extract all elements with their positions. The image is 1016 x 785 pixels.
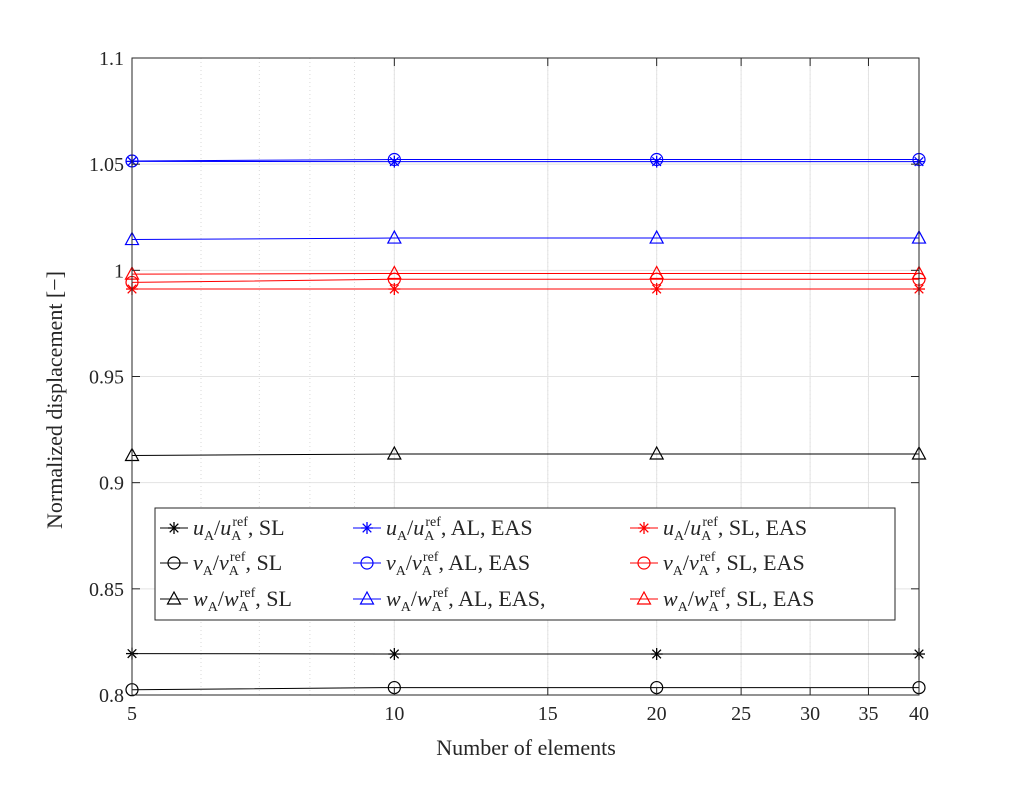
y-tick-label: 1 bbox=[114, 260, 124, 282]
legend-label-part: ref bbox=[240, 586, 256, 601]
x-tick-label: 5 bbox=[127, 703, 137, 725]
legend-label: vA/vAref, SL, EAS bbox=[663, 550, 805, 579]
x-tick-label: 40 bbox=[909, 703, 929, 725]
legend-label-part: , AL, EAS, bbox=[448, 586, 545, 611]
legend-label-part: ref bbox=[710, 586, 726, 601]
legend-label-part: A bbox=[709, 600, 720, 615]
x-axis-label: Number of elements bbox=[436, 735, 616, 760]
legend-label: wA/wAref, AL, EAS, bbox=[386, 586, 545, 615]
y-tick-label: 0.9 bbox=[99, 473, 124, 495]
legend-label-part: w bbox=[224, 586, 239, 611]
legend-label-part: w bbox=[193, 586, 208, 611]
x-tick-label: 30 bbox=[800, 703, 820, 725]
x-tick-label: 20 bbox=[647, 703, 667, 725]
legend-label-part: u bbox=[413, 515, 424, 540]
y-tick-label: 1.05 bbox=[89, 154, 124, 176]
legend-label-part: u bbox=[386, 515, 397, 540]
legend-label-part: , SL bbox=[245, 550, 282, 575]
legend-label-part: u bbox=[690, 515, 701, 540]
legend-label-part: A bbox=[432, 600, 443, 615]
legend-label: uA/uAref, SL, EAS bbox=[663, 515, 807, 544]
legend-label-part: A bbox=[701, 529, 712, 544]
legend-label-part: , SL, EAS bbox=[725, 586, 814, 611]
x-tick-label: 25 bbox=[731, 703, 751, 725]
legend-label-part: w bbox=[386, 586, 401, 611]
legend-label-part: u bbox=[220, 515, 231, 540]
y-axis-label: Normalized displacement [−] bbox=[42, 271, 67, 529]
legend-label-part: ref bbox=[702, 515, 718, 530]
legend-label-part: ref bbox=[230, 550, 246, 565]
y-tick-label: 0.85 bbox=[89, 579, 124, 601]
legend-label-part: v bbox=[412, 550, 422, 575]
y-tick-label: 0.95 bbox=[89, 367, 124, 389]
legend-marker bbox=[361, 522, 373, 534]
legend-label-part: ref bbox=[700, 550, 716, 565]
legend-label-part: w bbox=[694, 586, 709, 611]
legend-label-part: A bbox=[424, 529, 435, 544]
legend-label-part: v bbox=[219, 550, 229, 575]
legend-label: vA/vAref, AL, EAS bbox=[386, 550, 530, 579]
legend-label-part: A bbox=[231, 529, 242, 544]
legend-label-part: v bbox=[193, 550, 203, 575]
legend-label-part: w bbox=[417, 586, 432, 611]
legend-label-part: u bbox=[663, 515, 674, 540]
legend-label-part: v bbox=[663, 550, 673, 575]
legend-label-part: A bbox=[422, 564, 433, 579]
y-tick-label: 0.8 bbox=[99, 685, 124, 707]
x-tick-label: 15 bbox=[538, 703, 558, 725]
legend-label-part: v bbox=[386, 550, 396, 575]
legend-label-part: A bbox=[239, 600, 250, 615]
legend-label-part: ref bbox=[423, 550, 439, 565]
legend-label-part: , AL, EAS bbox=[438, 550, 530, 575]
x-tick-label: 10 bbox=[384, 703, 404, 725]
legend-label-part: , AL, EAS bbox=[441, 515, 533, 540]
y-tick-label: 1.1 bbox=[99, 48, 124, 70]
legend-label-part: , SL bbox=[255, 586, 292, 611]
legend-label-part: ref bbox=[433, 586, 449, 601]
legend-marker bbox=[168, 522, 180, 534]
legend-label-part: u bbox=[193, 515, 204, 540]
legend-label-part: v bbox=[689, 550, 699, 575]
legend-label-part: , SL, EAS bbox=[718, 515, 807, 540]
data-point-u-sl bbox=[388, 648, 400, 660]
legend-marker bbox=[638, 522, 650, 534]
data-point-u-sl bbox=[651, 648, 663, 660]
x-tick-label: 35 bbox=[858, 703, 878, 725]
legend-label-part: w bbox=[663, 586, 678, 611]
legend-label: uA/uAref, AL, EAS bbox=[386, 515, 533, 544]
legend-label-part: A bbox=[699, 564, 710, 579]
legend-label-part: ref bbox=[232, 515, 248, 530]
legend-label-part: A bbox=[229, 564, 240, 579]
legend-label-part: , SL bbox=[248, 515, 285, 540]
legend-label-part: , SL, EAS bbox=[715, 550, 804, 575]
legend-label-part: ref bbox=[425, 515, 441, 530]
